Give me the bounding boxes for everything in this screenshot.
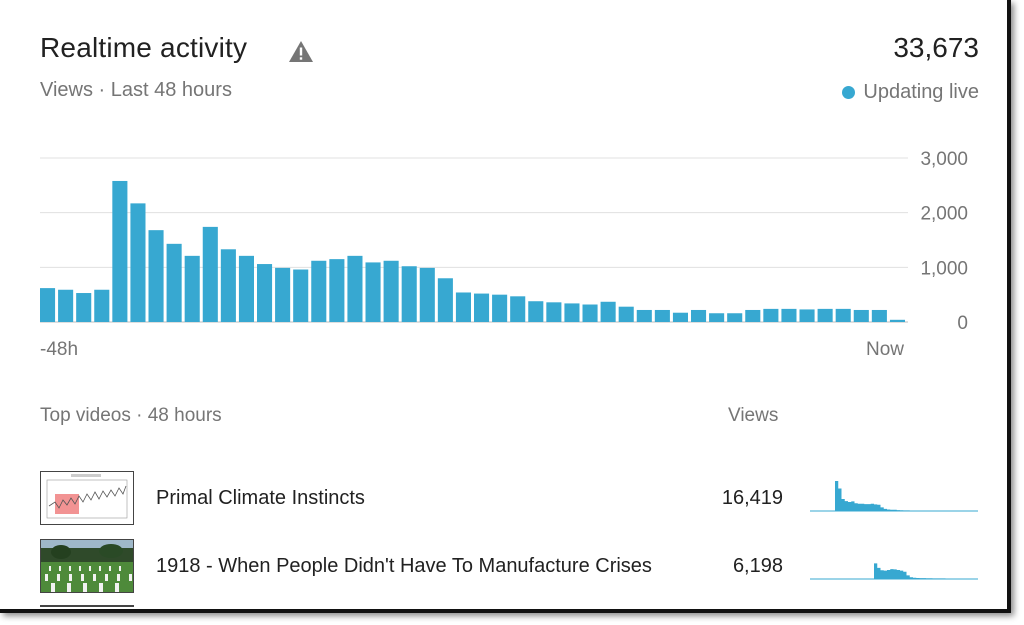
live-status-label: Updating live	[863, 81, 979, 103]
chart-bar	[58, 289, 74, 322]
y-tick-label: 3,000	[920, 149, 968, 170]
video-views: 16,419	[721, 487, 783, 509]
chart-bar	[275, 267, 291, 322]
sparkline-area	[810, 563, 978, 579]
chart-bar	[76, 293, 92, 322]
video-title[interactable]: 1918 - When People Didn't Have To Manufa…	[156, 555, 652, 577]
chart-bar	[257, 264, 273, 322]
chart-bar	[763, 308, 779, 322]
chart-bar	[600, 301, 616, 322]
chart-bar	[853, 309, 869, 322]
x-axis-end-label: Now	[866, 339, 905, 360]
chart-bar	[383, 260, 399, 322]
chart-bar	[799, 309, 815, 322]
chart-bar	[401, 266, 417, 322]
sparkline-area	[810, 481, 978, 511]
video-sparkline	[810, 481, 978, 512]
video-thumbnail-partial	[40, 605, 134, 607]
chart-bar	[889, 319, 905, 322]
chart-bar	[781, 308, 797, 322]
chart-bar	[817, 308, 833, 322]
y-tick-label: 0	[957, 313, 968, 334]
chart-bar	[130, 203, 146, 322]
chart-bar	[40, 288, 56, 322]
chart-bar	[311, 260, 327, 322]
chart-bar	[329, 259, 345, 322]
chart-bar	[166, 243, 182, 322]
y-tick-label: 2,000	[920, 204, 968, 225]
chart-bar	[474, 293, 490, 322]
card-title: Realtime activity	[40, 32, 248, 63]
chart-bar	[365, 262, 381, 322]
x-axis-start-label: -48h	[40, 339, 79, 360]
chart-bar	[745, 309, 761, 322]
chart-bar	[437, 278, 453, 322]
chart-bar	[871, 309, 887, 322]
video-thumbnail[interactable]	[40, 471, 134, 525]
chart-bar	[528, 301, 544, 322]
warning-icon[interactable]	[288, 40, 314, 63]
chart-bar	[148, 230, 164, 322]
realtime-views-chart[interactable]: 3,000 2,000 1,000 0	[0, 140, 1007, 335]
chart-bar	[112, 180, 128, 322]
total-views: 33,673	[893, 32, 979, 63]
chart-bar	[419, 267, 435, 322]
video-row[interactable]: Primal Climate Instincts 16,419	[0, 469, 1007, 529]
chart-bar	[546, 302, 562, 322]
chart-bar	[691, 309, 707, 322]
realtime-activity-card: Realtime activity Views · Last 48 hours …	[0, 0, 1011, 613]
live-status: Updating live	[842, 81, 979, 104]
live-dot-icon	[842, 86, 856, 99]
video-row[interactable]: 1918 - When People Didn't Have To Manufa…	[0, 537, 1007, 597]
top-videos-label: Top videos · 48 hours	[40, 405, 222, 426]
chart-bar	[293, 269, 309, 322]
chart-bar	[672, 312, 688, 322]
video-views: 6,198	[732, 555, 783, 577]
chart-bar	[636, 309, 652, 322]
video-title[interactable]: Primal Climate Instincts	[156, 487, 365, 509]
chart-bar	[492, 294, 508, 322]
chart-bar	[582, 304, 598, 322]
chart-bar	[510, 296, 526, 322]
chart-bar	[727, 313, 743, 322]
chart-bar	[220, 249, 236, 322]
chart-bar	[618, 306, 634, 322]
card-subtitle: Views · Last 48 hours	[40, 79, 232, 101]
views-column-header: Views	[728, 405, 779, 426]
chart-bar	[347, 255, 363, 322]
y-tick-label: 1,000	[920, 258, 968, 279]
chart-bar	[654, 309, 670, 322]
chart-bar	[709, 313, 725, 322]
chart-bar	[202, 226, 218, 322]
chart-bar	[564, 303, 580, 322]
video-thumbnail[interactable]	[40, 539, 134, 593]
chart-bar	[835, 308, 851, 322]
chart-bar	[94, 289, 110, 322]
chart-bar	[455, 292, 471, 322]
chart-bar	[184, 255, 200, 322]
video-sparkline	[810, 563, 978, 580]
chart-bar	[238, 255, 254, 322]
